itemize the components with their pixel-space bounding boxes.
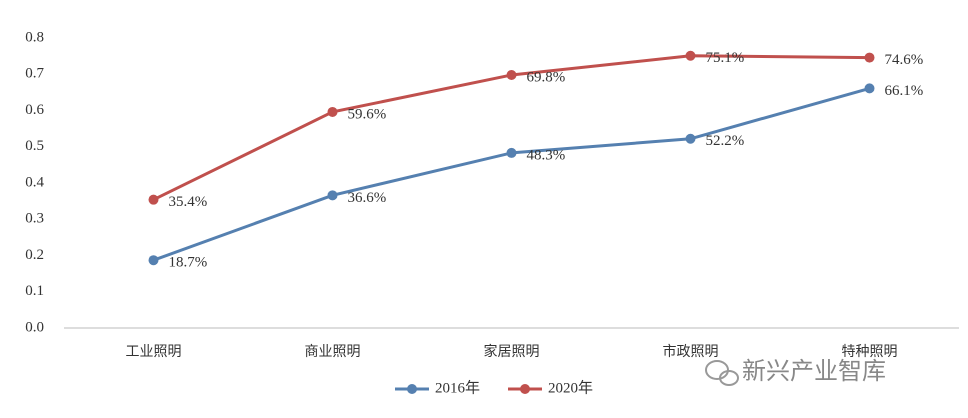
y-tick-label: 0.8 bbox=[25, 29, 44, 45]
legend-label: 2016年 bbox=[435, 379, 480, 396]
data-label: 35.4% bbox=[169, 194, 208, 210]
data-label: 69.8% bbox=[527, 69, 566, 85]
data-label: 18.7% bbox=[169, 255, 208, 271]
data-point bbox=[685, 133, 696, 144]
data-point bbox=[864, 83, 875, 94]
x-tick-label: 市政照明 bbox=[663, 343, 719, 360]
data-point bbox=[148, 194, 159, 205]
data-label: 59.6% bbox=[348, 106, 387, 122]
y-tick-label: 0.0 bbox=[25, 319, 44, 335]
data-label: 74.6% bbox=[885, 52, 924, 68]
legend-marker bbox=[520, 384, 530, 394]
legend-label: 2020年 bbox=[548, 379, 593, 396]
y-tick-label: 0.7 bbox=[25, 66, 44, 82]
watermark: 新兴产业智库 bbox=[742, 357, 886, 385]
y-tick-label: 0.3 bbox=[25, 211, 44, 227]
data-point bbox=[506, 147, 517, 158]
data-point bbox=[685, 50, 696, 61]
data-label: 66.1% bbox=[885, 83, 924, 99]
series-line bbox=[152, 86, 870, 262]
data-point bbox=[327, 190, 338, 201]
x-tick-label: 特种照明 bbox=[842, 344, 898, 360]
data-point bbox=[327, 106, 338, 117]
data-label: 48.3% bbox=[527, 147, 566, 163]
data-point bbox=[148, 255, 159, 266]
y-tick-label: 0.5 bbox=[25, 138, 44, 154]
y-tick-label: 0.4 bbox=[25, 174, 44, 190]
data-label: 36.6% bbox=[348, 190, 387, 206]
x-tick-label: 家居照明 bbox=[484, 343, 540, 360]
watermark-icon bbox=[705, 360, 739, 386]
data-point bbox=[864, 52, 875, 63]
y-tick-label: 0.2 bbox=[25, 247, 44, 263]
x-tick-label: 工业照明 bbox=[126, 344, 182, 360]
data-point bbox=[506, 69, 517, 80]
legend-marker bbox=[407, 384, 417, 394]
data-label: 75.1% bbox=[706, 50, 745, 66]
y-tick-label: 0.6 bbox=[25, 102, 44, 118]
y-tick-label: 0.1 bbox=[25, 283, 44, 299]
x-tick-label: 商业照明 bbox=[305, 344, 361, 360]
data-label: 52.2% bbox=[706, 133, 745, 149]
